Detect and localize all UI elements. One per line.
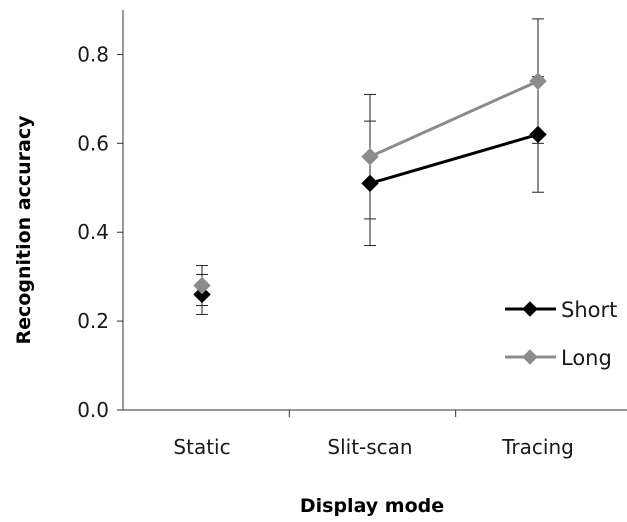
y-tick-label: 0.2 [77,309,109,333]
legend: Short Long [505,298,617,370]
series-lines [369,79,539,185]
data-point-long [193,276,211,295]
legend-label-long: Long [561,346,612,370]
data-point-long [361,147,379,166]
axes [122,10,627,411]
y-tick-label: 0.6 [77,131,109,155]
legend-marker-short [522,301,538,317]
x-ticks: Static Slit-scan Tracing [173,410,574,459]
y-tick-label: 0.8 [77,42,109,66]
data-point-short [193,285,211,304]
x-tick-label: Static [173,435,230,459]
y-axis-title: Recognition accuracy [13,115,35,345]
x-axis-title: Display mode [300,495,444,517]
data-point-short [361,174,379,193]
x-tick-label: Slit-scan [327,435,412,459]
series-line-short [369,133,539,185]
x-tick-label: Tracing [501,435,574,459]
data-point-short [529,125,547,144]
series-line-long [369,79,539,159]
legend-marker-long [522,349,538,365]
y-ticks: 0.0 0.2 0.4 0.6 0.8 [77,42,123,422]
series-markers [193,72,547,304]
y-tick-label: 0.4 [77,220,109,244]
legend-label-short: Short [561,298,617,322]
error-bars [196,18,544,315]
y-tick-label: 0.0 [77,398,109,422]
data-point-long [529,72,547,90]
